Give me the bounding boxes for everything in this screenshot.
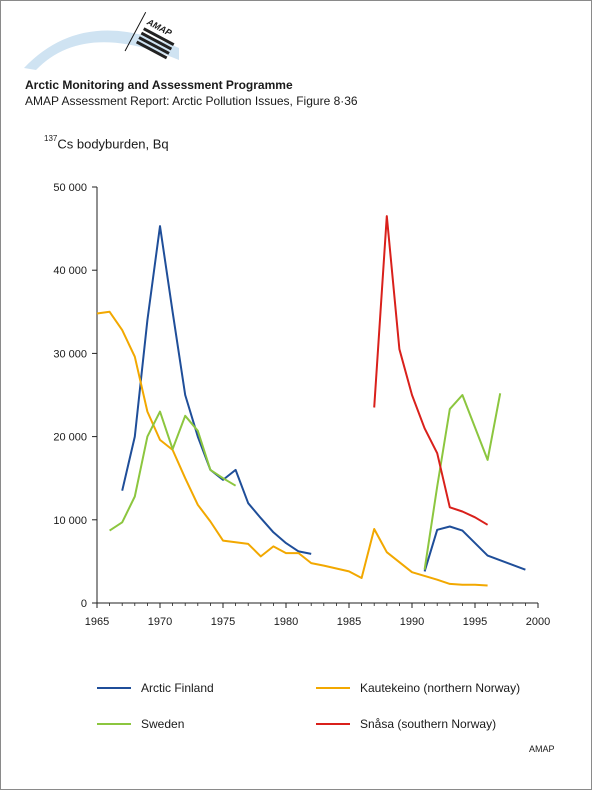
legend-swatch [316, 723, 350, 725]
y-axis-unit-text: Cs bodyburden, Bq [57, 136, 169, 152]
series-line-kautekeino-northern-norway [96, 310, 488, 587]
y-tick-label: 10 000 [53, 515, 87, 527]
legend-item-snasa: Snåsa (southern Norway) [316, 717, 496, 731]
legend-swatch [97, 687, 131, 689]
report-title: AMAP Assessment Report: Arctic Pollution… [25, 94, 358, 108]
x-tick-label: 1965 [85, 616, 109, 628]
x-tick-label: 1970 [148, 616, 172, 628]
line-chart: 1965 1970 1975 1980 1985 1990 1995 2000 0 10 000 2… [53, 182, 550, 628]
x-tick-label: 1995 [463, 616, 487, 628]
isotope-mass-number: 137 [44, 134, 58, 143]
org-title: Arctic Monitoring and Assessment Program… [25, 78, 293, 92]
legend-item-kautekeino: Kautekeino (northern Norway) [316, 681, 520, 695]
logo-arc-icon [24, 30, 179, 70]
legend-item-sweden: Sweden [97, 717, 184, 731]
legend-item-arctic-finland: Arctic Finland [97, 681, 214, 695]
series-line-arctic-finland [423, 525, 526, 572]
x-tick-label: 1990 [400, 616, 424, 628]
legend-label: Sweden [141, 717, 185, 731]
y-tick-label: 0 [81, 598, 87, 610]
y-axis-unit-label: 137Cs bodyburden, Bq [44, 134, 169, 152]
source-credit: AMAP [529, 744, 555, 754]
x-tick-label: 1980 [274, 616, 298, 628]
series-line-sweden [423, 393, 502, 570]
legend-swatch [97, 723, 131, 725]
amap-logo: AMAP [24, 11, 179, 70]
legend-label: Kautekeino (northern Norway) [360, 681, 521, 695]
y-tick-label: 40 000 [53, 265, 87, 277]
x-tick-label: 1985 [337, 616, 361, 628]
legend-label: Arctic Finland [141, 681, 214, 695]
y-tick-label: 20 000 [53, 432, 87, 444]
x-tick-label: 1975 [211, 616, 235, 628]
series-line-sweden [109, 410, 237, 532]
series-line-arctic-finland [121, 225, 312, 555]
y-tick-label: 30 000 [53, 348, 87, 360]
y-tick-label: 50 000 [53, 182, 87, 194]
series-line-sn-sa-southern-norway [373, 215, 489, 526]
legend-swatch [316, 687, 350, 689]
legend-label: Snåsa (southern Norway) [360, 717, 497, 731]
x-tick-label: 2000 [526, 616, 550, 628]
